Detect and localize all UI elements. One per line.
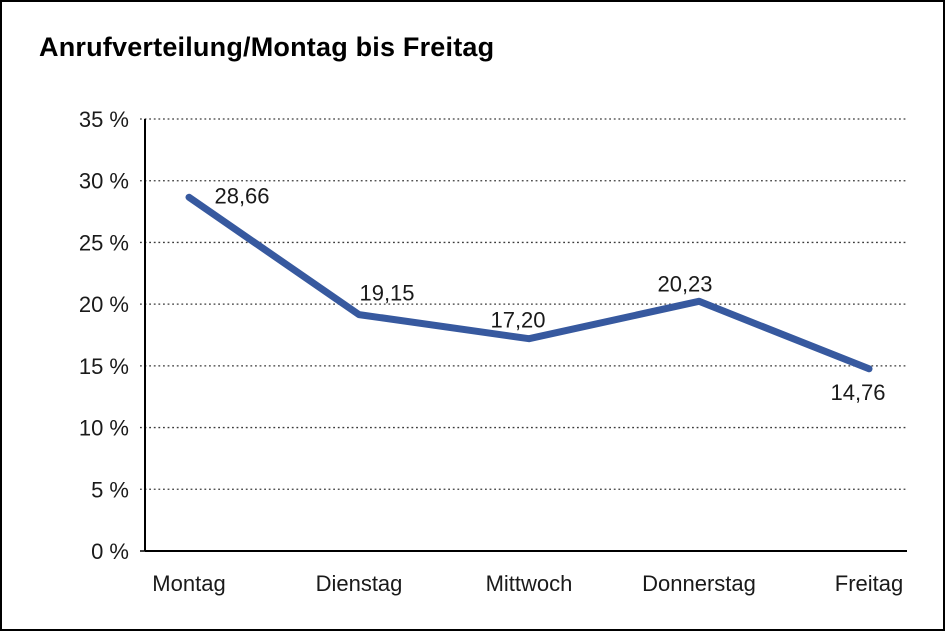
y-tick-label: 20 % [79,292,129,317]
y-tick-label: 10 % [79,416,129,441]
y-tick-label: 5 % [91,477,129,502]
y-tick-label: 15 % [79,354,129,379]
y-tick-label: 0 % [91,539,129,564]
y-tick-label: 25 % [79,230,129,255]
series-line [185,193,873,373]
data-point-label: 28,66 [214,183,269,208]
data-point-label: 19,15 [359,281,414,306]
x-category-label: Dienstag [316,571,403,596]
x-category-label: Mittwoch [486,571,573,596]
data-point-label: 14,76 [830,380,885,405]
axes-layer [144,119,907,552]
y-tick-label: 35 % [79,107,129,132]
series-layer [185,193,873,373]
x-category-label: Freitag [835,571,903,596]
data-point-label: 17,20 [490,308,545,333]
labels-layer: 0 % 5 % 10 % 15 % 20 % 25 % 30 % 35 % 28,66 19,15… [79,107,903,596]
x-category-label: Montag [152,571,225,596]
y-tick-label: 30 % [79,169,129,194]
chart-title: Anrufverteilung/Montag bis Freitag [39,32,495,62]
data-point-label: 20,23 [657,271,712,296]
x-category-label: Donnerstag [642,571,756,596]
